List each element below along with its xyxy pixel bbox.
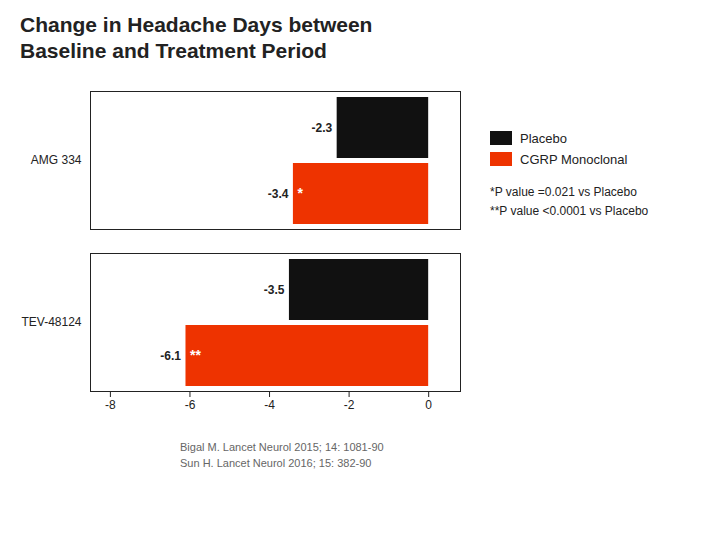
svg-text:TEV-48124: TEV-48124	[21, 315, 81, 329]
svg-text:AMG 334: AMG 334	[31, 153, 82, 167]
svg-text:-8: -8	[105, 398, 116, 412]
svg-text:-6.1: -6.1	[160, 348, 181, 362]
svg-text:-6: -6	[185, 398, 196, 412]
svg-text:-2.3: -2.3	[311, 120, 332, 134]
svg-text:-3.4: -3.4	[268, 186, 289, 200]
svg-text:-2: -2	[344, 398, 355, 412]
html-text:Change in Headache Days betwee: Change in Headache Days between	[20, 13, 373, 36]
svg-text:**: **	[190, 347, 201, 363]
svg-text:0: 0	[425, 398, 432, 412]
html-text:Placebo: Placebo	[520, 130, 567, 146]
html-text:CGRP Monoclonal: CGRP Monoclonal	[520, 151, 628, 167]
svg-text:*: *	[297, 185, 303, 201]
svg-text:-3.5: -3.5	[264, 282, 285, 296]
html-text:Sun H. Lancet Neurol 2016; 15:: Sun H. Lancet Neurol 2016; 15: 382-90	[180, 457, 372, 469]
html-text:*P value =0.021 vs Placebo: *P value =0.021 vs Placebo	[490, 184, 637, 199]
svg-text:-4: -4	[264, 398, 275, 412]
html-text:Baseline and Treatment Period: Baseline and Treatment Period	[20, 39, 327, 63]
html-text:Bigal M. Lancet Neurol 2015; 1: Bigal M. Lancet Neurol 2015; 14: 1081-90	[180, 440, 384, 453]
html-text:**P value <0.0001 vs Placebo: **P value <0.0001 vs Placebo	[490, 203, 649, 218]
